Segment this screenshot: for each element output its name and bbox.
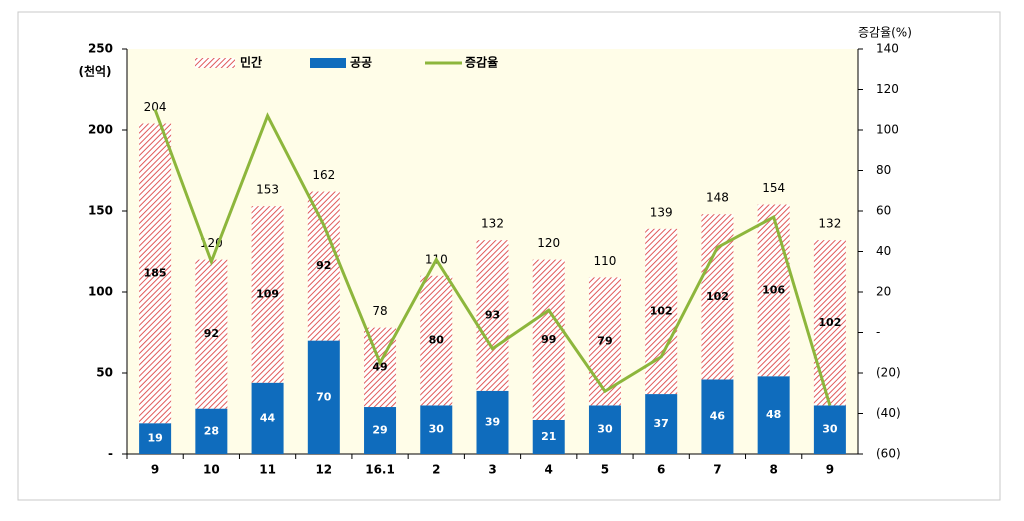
x-tick-label: 4	[545, 463, 553, 477]
x-tick-label: 8	[769, 463, 777, 477]
y-tick-label: 150	[88, 204, 113, 218]
bar-public	[532, 419, 565, 454]
data-label-private: 102	[650, 304, 673, 317]
y2-tick-label: 20	[876, 285, 891, 299]
total-label: 148	[706, 191, 729, 205]
bar-public	[645, 394, 678, 454]
y-tick-label: -	[108, 447, 113, 461]
bar-public	[701, 379, 734, 454]
y2-tick-label: (40)	[876, 406, 901, 420]
x-tick-label: 2	[432, 463, 440, 477]
y2-tick-label: -	[876, 325, 880, 339]
y-tick-label: 250	[88, 42, 113, 56]
data-label-public: 30	[822, 423, 838, 436]
bar-public	[364, 407, 397, 454]
legend-swatch	[195, 58, 235, 68]
bar-public	[251, 382, 284, 454]
data-label-private: 109	[256, 287, 279, 300]
data-label-private: 49	[372, 360, 387, 373]
total-label: 153	[256, 183, 279, 197]
bar-private	[813, 240, 846, 406]
data-label-private: 80	[429, 334, 445, 347]
bar-private	[476, 240, 509, 391]
total-label: 132	[481, 217, 504, 231]
bar-public	[476, 390, 509, 454]
data-label-private: 102	[706, 290, 729, 303]
total-label: 120	[537, 236, 560, 250]
bar-private	[251, 206, 284, 383]
data-label-public: 37	[654, 417, 669, 430]
bar-public	[813, 405, 846, 454]
total-label: 154	[762, 181, 785, 195]
x-tick-label: 10	[203, 463, 220, 477]
growth-line	[153, 109, 832, 406]
data-label-public: 30	[597, 423, 613, 436]
x-tick-label: 5	[601, 463, 609, 477]
x-tick-label: 3	[488, 463, 496, 477]
bar-private	[420, 275, 453, 406]
data-label-private: 93	[485, 308, 500, 321]
data-label-private: 185	[144, 266, 167, 279]
x-tick-label: 12	[315, 463, 332, 477]
data-label-private: 102	[818, 316, 841, 329]
x-tick-label: 9	[151, 463, 159, 477]
bar-public	[757, 376, 790, 454]
bar-public	[588, 405, 621, 454]
y-tick-label: 50	[96, 366, 113, 380]
y2-axis-label: 증감율(%)	[858, 26, 912, 40]
legend-label: 공공	[350, 56, 372, 70]
y-tick-label: 100	[88, 285, 113, 299]
y2-tick-label: 40	[876, 244, 891, 258]
bar-public	[139, 423, 172, 454]
data-label-public: 28	[204, 424, 219, 437]
bar-public	[307, 340, 340, 454]
bar-private	[195, 259, 228, 409]
data-label-private: 99	[541, 333, 556, 346]
y2-tick-label: 60	[876, 204, 891, 218]
bar-private	[757, 204, 790, 377]
data-label-private: 106	[762, 283, 785, 296]
data-label-private: 92	[204, 327, 219, 340]
x-tick-label: 16.1	[365, 463, 395, 477]
total-label: 110	[594, 254, 617, 268]
data-label-private: 92	[316, 259, 331, 272]
data-label-public: 39	[485, 415, 500, 428]
bar-private	[139, 123, 172, 424]
data-label-public: 29	[372, 424, 387, 437]
bar-public	[420, 405, 453, 454]
x-tick-label: 9	[826, 463, 834, 477]
bar-private	[645, 228, 678, 395]
y-axis-label: (천억)	[78, 64, 111, 79]
data-label-public: 46	[710, 410, 726, 423]
total-label: 204	[144, 100, 167, 114]
bar-public	[195, 408, 228, 454]
legend-label: 민간	[240, 55, 262, 70]
x-tick-label: 11	[259, 463, 276, 477]
legend-swatch	[310, 58, 346, 68]
y2-tick-label: (60)	[876, 447, 901, 461]
data-label-public: 44	[260, 411, 276, 424]
data-label-public: 21	[541, 430, 556, 443]
total-label: 78	[372, 304, 387, 318]
x-tick-label: 7	[713, 463, 721, 477]
total-label: 139	[650, 205, 673, 219]
legend-label: 증감율	[465, 55, 498, 70]
data-label-public: 70	[316, 390, 332, 403]
total-label: 132	[818, 217, 841, 231]
data-label-public: 48	[766, 408, 781, 421]
y2-tick-label: 100	[876, 123, 899, 137]
y2-tick-label: 120	[876, 82, 899, 96]
bar-private	[532, 259, 565, 420]
y2-tick-label: (20)	[876, 366, 901, 380]
total-label: 162	[312, 168, 335, 182]
y-tick-label: 200	[88, 123, 113, 137]
data-label-private: 79	[597, 334, 612, 347]
bar-private	[307, 191, 340, 341]
data-label-public: 19	[147, 432, 162, 445]
data-label-public: 30	[429, 423, 445, 436]
y2-tick-label: 140	[876, 42, 899, 56]
x-tick-label: 6	[657, 463, 665, 477]
y2-tick-label: 80	[876, 163, 891, 177]
